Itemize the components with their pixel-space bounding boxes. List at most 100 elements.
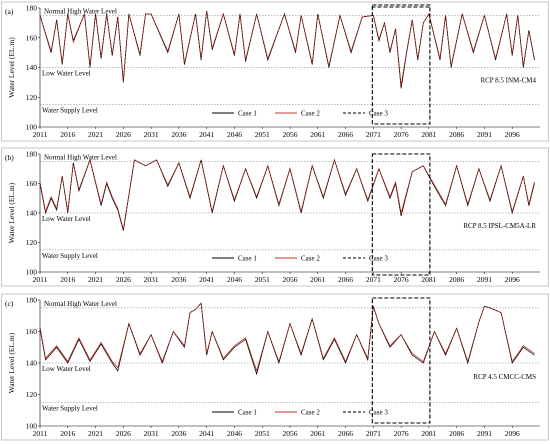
y-tick-label: 100 — [26, 123, 38, 132]
panel-label: (b) — [5, 153, 14, 162]
x-tick-label: 2026 — [116, 429, 131, 438]
legend-label: Case 1 — [238, 409, 257, 417]
y-tick-label: 120 — [26, 390, 38, 399]
x-tick-label: 2066 — [338, 275, 353, 284]
scenario-label: RCP 8.5 IPSL-CM5A-LR — [463, 222, 536, 230]
legend-label: Case 3 — [369, 110, 388, 118]
x-tick-label: 2026 — [116, 130, 131, 139]
y-tick-label: 120 — [26, 93, 38, 102]
x-tick-label: 2041 — [199, 130, 214, 139]
x-tick-label: 2031 — [144, 429, 159, 438]
scenario-label: RCP 4.5 CMCC-CMS — [473, 373, 536, 381]
x-tick-label: 2046 — [227, 275, 242, 284]
series-line-case-3 — [39, 159, 535, 231]
legend-label: Case 3 — [369, 255, 388, 263]
y-tick-label: 160 — [26, 179, 38, 188]
reference-line-label: Water Supply Level — [42, 252, 98, 260]
y-tick-label: 180 — [26, 296, 38, 305]
legend-label: Case 1 — [238, 255, 257, 263]
x-tick-label: 2041 — [199, 275, 214, 284]
x-tick-label: 2096 — [505, 429, 520, 438]
x-tick-label: 2076 — [394, 429, 409, 438]
x-tick-label: 2081 — [421, 275, 436, 284]
y-tick-label: 180 — [26, 4, 38, 13]
reference-line-label: Normal High Water Level — [44, 300, 117, 308]
x-tick-label: 2056 — [283, 130, 298, 139]
y-tick-label: 180 — [26, 150, 38, 159]
y-tick-label: 100 — [26, 268, 38, 277]
x-tick-label: 2071 — [366, 429, 381, 438]
highlight-box-a — [371, 4, 431, 125]
reference-line-label: Water Supply Level — [42, 107, 98, 115]
x-tick-label: 2096 — [505, 275, 520, 284]
x-tick-label: 2051 — [255, 130, 270, 139]
reference-line-label: Low Water Level — [42, 70, 91, 78]
x-tick-label: 2011 — [33, 275, 48, 284]
y-tick-label: 140 — [26, 359, 38, 368]
x-tick-label: 2031 — [144, 130, 159, 139]
x-tick-label: 2021 — [88, 130, 103, 139]
x-tick-label: 2021 — [88, 429, 103, 438]
legend-label: Case 3 — [369, 409, 388, 417]
x-tick-label: 2026 — [116, 275, 131, 284]
x-tick-label: 2036 — [171, 130, 186, 139]
x-tick-label: 2061 — [310, 275, 325, 284]
x-tick-label: 2031 — [144, 275, 159, 284]
x-tick-label: 2091 — [477, 429, 492, 438]
x-tick-label: 2016 — [60, 130, 75, 139]
x-tick-label: 2046 — [227, 429, 242, 438]
chart-panel-1: 100 120 140 160 180 2011 2016 2021 2026 2031 2036 2… — [1, 1, 549, 142]
series-line-case-3 — [39, 302, 535, 375]
x-tick-label: 2091 — [477, 130, 492, 139]
x-tick-label: 2011 — [33, 429, 48, 438]
y-tick-label: 140 — [26, 63, 38, 72]
x-tick-label: 2091 — [477, 275, 492, 284]
x-tick-label: 2076 — [394, 275, 409, 284]
highlight-box-c — [371, 297, 431, 424]
reference-line-label: Normal High Water Level — [44, 7, 117, 15]
series-line-case-3 — [39, 10, 535, 89]
y-tick-label: 100 — [26, 422, 38, 431]
x-tick-label: 2061 — [310, 429, 325, 438]
x-tick-label: 2011 — [33, 130, 48, 139]
x-tick-label: 2071 — [366, 130, 381, 139]
x-tick-label: 2066 — [338, 130, 353, 139]
legend-label: Case 2 — [301, 255, 320, 263]
x-tick-label: 2041 — [199, 429, 214, 438]
x-tick-label: 2016 — [60, 275, 75, 284]
y-axis-label: Water Level (EL.m) — [7, 332, 16, 393]
reference-line-label: Water Supply Level — [42, 404, 98, 412]
x-tick-label: 2071 — [366, 275, 381, 284]
x-tick-label: 2086 — [449, 275, 464, 284]
reference-line-label: Normal High Water Level — [44, 153, 117, 161]
x-tick-label: 2086 — [449, 429, 464, 438]
legend-label: Case 2 — [301, 110, 320, 118]
series-line-case-2 — [39, 302, 535, 373]
x-tick-label: 2086 — [449, 130, 464, 139]
x-tick-label: 2056 — [283, 275, 298, 284]
x-tick-label: 2096 — [505, 130, 520, 139]
x-tick-label: 2081 — [421, 429, 436, 438]
x-tick-label: 2076 — [394, 130, 409, 139]
y-axis-label: Water Level (EL.m) — [7, 182, 16, 243]
panel-label: (c) — [5, 299, 14, 308]
x-tick-label: 2016 — [60, 429, 75, 438]
panel-frame — [1, 293, 549, 441]
x-tick-label: 2051 — [255, 429, 270, 438]
x-tick-label: 2046 — [227, 130, 242, 139]
chart-panel-3: 100 120 140 160 180 2011 2016 2021 2026 2031 2036 2… — [1, 293, 549, 441]
chart-panel-2: 100 120 140 160 180 2011 2016 2021 2026 2031 2036 2… — [1, 147, 549, 287]
x-tick-label: 2051 — [255, 275, 270, 284]
y-axis-label: Water Level (EL.m) — [7, 37, 16, 98]
reference-line-label: Low Water Level — [42, 215, 91, 223]
legend-label: Case 1 — [238, 110, 257, 118]
x-tick-label: 2081 — [421, 130, 436, 139]
legend-label: Case 2 — [301, 409, 320, 417]
reference-line-label: Low Water Level — [42, 365, 91, 373]
highlight-box-b — [371, 153, 431, 276]
panel-label: (a) — [5, 7, 14, 16]
panel-frame — [1, 1, 549, 142]
x-tick-label: 2066 — [338, 429, 353, 438]
x-tick-label: 2036 — [171, 429, 186, 438]
x-tick-label: 2061 — [310, 130, 325, 139]
